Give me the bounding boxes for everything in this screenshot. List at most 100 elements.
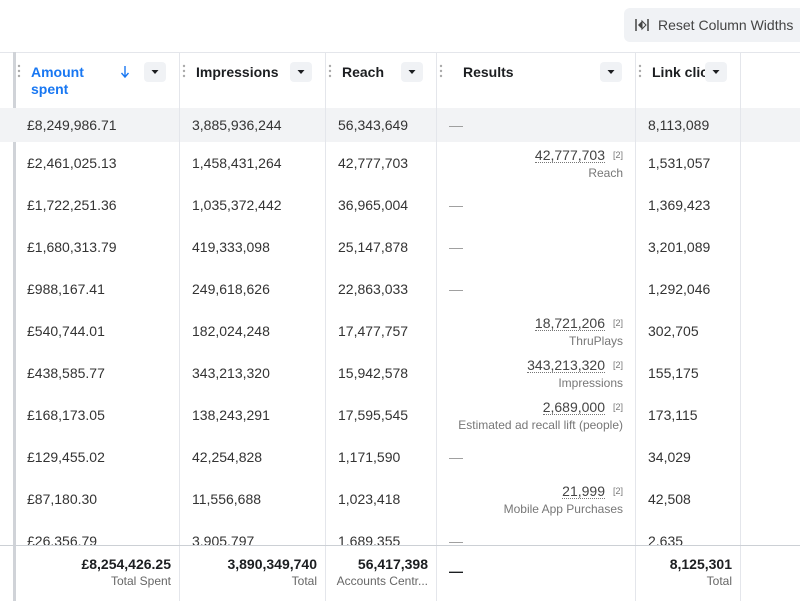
table-cell: — (437, 268, 636, 310)
cell-value: 15,942,578 (338, 365, 409, 381)
table-cell: 3,885,936,244 (180, 108, 326, 142)
cell-value: 42,254,828 (192, 449, 263, 465)
table-cell: 302,705 (636, 310, 741, 352)
table-row: £87,180.30 11,556,688 1,023,418 21,999 [2] Mo… (0, 478, 800, 520)
table-cell: — (437, 108, 636, 142)
reset-column-widths-button[interactable]: Reset Column Widths (624, 8, 800, 42)
drag-handle[interactable] (439, 64, 443, 80)
table-row: £438,585.77 343,213,320 15,942,578 343,213,… (0, 352, 800, 394)
total-value: £8,254,426.25 (81, 556, 171, 572)
cell-value: 1,458,431,264 (192, 155, 282, 171)
cell-value: 42,777,703 (338, 155, 409, 171)
table-cell: £438,585.77 (15, 352, 180, 394)
drag-handle[interactable] (328, 64, 332, 80)
cell-value: 1,689,355 (338, 533, 401, 545)
table-cell: 17,595,545 (326, 394, 437, 436)
cell-value: 22,863,033 (338, 281, 409, 297)
result-note: [2] (612, 150, 623, 160)
table-cell: 42,508 (636, 478, 741, 520)
column-header[interactable]: Link clicks (636, 52, 741, 108)
total-cell: 56,417,398 Accounts Centr... (326, 546, 437, 601)
column-header[interactable]: Amount spent (15, 52, 180, 108)
result-value: 18,721,206 (534, 315, 605, 331)
table-cell: 1,171,590 (326, 436, 437, 478)
table-cell: £540,744.01 (15, 310, 180, 352)
column-menu[interactable] (705, 62, 727, 82)
table-cell: £26,356.79 (15, 520, 180, 545)
table-body: £8,249,986.71 3,885,936,244 56,343,649 — 8,1… (0, 108, 800, 545)
table-row: £26,356.79 3,905,797 1,689,355 — 2,635 (0, 520, 800, 545)
cell-value: 11,556,688 (192, 491, 262, 507)
total-value: 8,125,301 (669, 556, 732, 572)
table-cell: 11,556,688 (180, 478, 326, 520)
column-title: Results (463, 64, 514, 80)
total-label: Total (706, 574, 732, 588)
column-header[interactable]: Impressions (180, 52, 326, 108)
sort-arrow (120, 66, 130, 79)
table-cell: 1,531,057 (636, 142, 741, 184)
cell-value: 34,029 (648, 449, 691, 465)
cell-value: 8,113,089 (648, 117, 710, 133)
cell-value: 1,035,372,442 (192, 197, 282, 213)
cell-value: 173,115 (648, 407, 698, 423)
cell-value: — (449, 533, 463, 545)
result-type: Reach (588, 166, 623, 180)
table-cell: £2,461,025.13 (15, 142, 180, 184)
total-cell: 3,890,349,740 Total (180, 546, 326, 601)
result-value: 21,999 (562, 483, 605, 499)
caret (151, 70, 159, 74)
reset-icon (635, 19, 649, 31)
column-menu[interactable] (401, 62, 423, 82)
table-cell: 2,689,000 [2] Estimated ad recall lift (pe… (437, 394, 636, 436)
table-cell: 25,147,878 (326, 226, 437, 268)
table-cell: 8,113,089 (636, 108, 741, 142)
table-row: £540,744.01 182,024,248 17,477,757 18,721,2… (0, 310, 800, 352)
column-menu[interactable] (144, 62, 166, 82)
cell-value: £1,680,313.79 (27, 239, 117, 255)
column-header[interactable]: Reach (326, 52, 437, 108)
result-note: [2] (612, 402, 623, 412)
cell-value: 2,635 (648, 533, 684, 545)
table-cell: — (437, 184, 636, 226)
column-header[interactable]: Results (437, 52, 636, 108)
cell-value: 3,905,797 (192, 533, 255, 545)
table-cell: £8,249,986.71 (15, 108, 180, 142)
table-cell: 343,213,320 [2] Impressions (437, 352, 636, 394)
table-cell: 155,175 (636, 352, 741, 394)
result-type: Mobile App Purchases (503, 502, 623, 516)
caret (297, 70, 305, 74)
total-value: 56,417,398 (357, 556, 428, 572)
table-cell: 21,999 [2] Mobile App Purchases (437, 478, 636, 520)
column-title: Reach (342, 64, 385, 80)
table-row: £1,722,251.36 1,035,372,442 36,965,004 — 1,3… (0, 184, 800, 226)
cell-value: 1,171,590 (338, 449, 401, 465)
cell-value: 1,292,046 (648, 281, 711, 297)
table-cell: £1,722,251.36 (15, 184, 180, 226)
table-cell: £988,167.41 (15, 268, 180, 310)
column-menu[interactable] (290, 62, 312, 82)
total-label: Total (291, 574, 317, 588)
row-stripe (13, 108, 16, 545)
table-cell: 3,201,089 (636, 226, 741, 268)
row-stripe (13, 546, 16, 601)
table-cell: — (437, 520, 636, 545)
table-cell: 419,333,098 (180, 226, 326, 268)
table-cell: £129,455.02 (15, 436, 180, 478)
total-cell: 8,125,301 Total (636, 546, 741, 601)
result-value: 2,689,000 (542, 399, 605, 415)
cell-value: 249,618,626 (192, 281, 270, 297)
drag-handle[interactable] (182, 64, 186, 80)
table-cell: 1,023,418 (326, 478, 437, 520)
drag-handle[interactable] (638, 64, 642, 80)
cell-value: 25,147,878 (338, 239, 409, 255)
drag-handle[interactable] (17, 64, 21, 80)
cell-value: 3,885,936,244 (192, 117, 282, 133)
result-value: 42,777,703 (534, 147, 605, 163)
cell-value: £988,167.41 (27, 281, 105, 297)
cell-value: £540,744.01 (27, 323, 105, 339)
column-menu[interactable] (600, 62, 622, 82)
cell-value: 36,965,004 (338, 197, 409, 213)
cell-value: — (449, 449, 463, 465)
table-cell: 36,965,004 (326, 184, 437, 226)
